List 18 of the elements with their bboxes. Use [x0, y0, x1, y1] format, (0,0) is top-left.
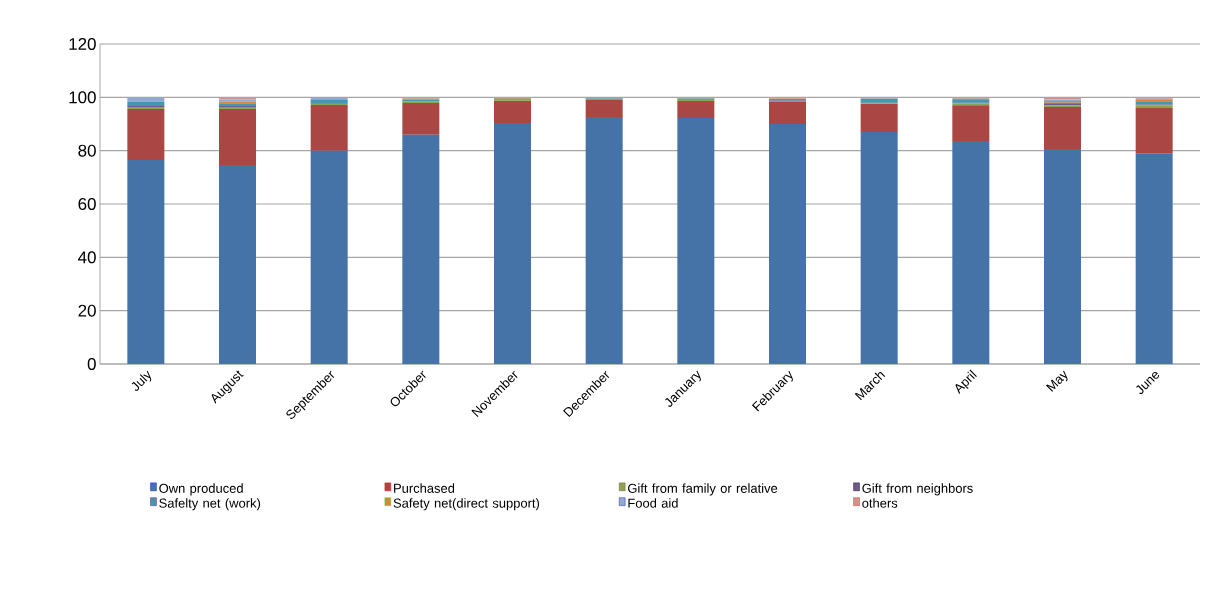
legend-label: others: [862, 498, 898, 508]
x-tick-label: May: [1045, 370, 1068, 392]
legend-label: Own produced: [159, 483, 243, 496]
y-tick-label: 100: [69, 91, 96, 104]
legend-label: Purchased: [394, 483, 455, 493]
x-tick-label: July: [131, 370, 152, 391]
y-tick-label: 40: [78, 251, 96, 264]
legend-label: Gift from neighbors: [862, 483, 973, 496]
y-tick-label: 80: [78, 144, 96, 157]
y-tick-label: 20: [78, 304, 96, 317]
legend-label: Safety net(direct support): [393, 498, 540, 511]
legend-label: Safelty net (work): [159, 498, 261, 511]
x-tick-label: June: [1136, 371, 1160, 395]
y-tick-label: 60: [78, 197, 96, 210]
y-tick-label: 0: [87, 357, 96, 370]
legend-label: Food aid: [628, 498, 678, 508]
y-tick-label: 120: [69, 37, 96, 50]
legend-label: Gift from family or relative: [628, 483, 778, 496]
